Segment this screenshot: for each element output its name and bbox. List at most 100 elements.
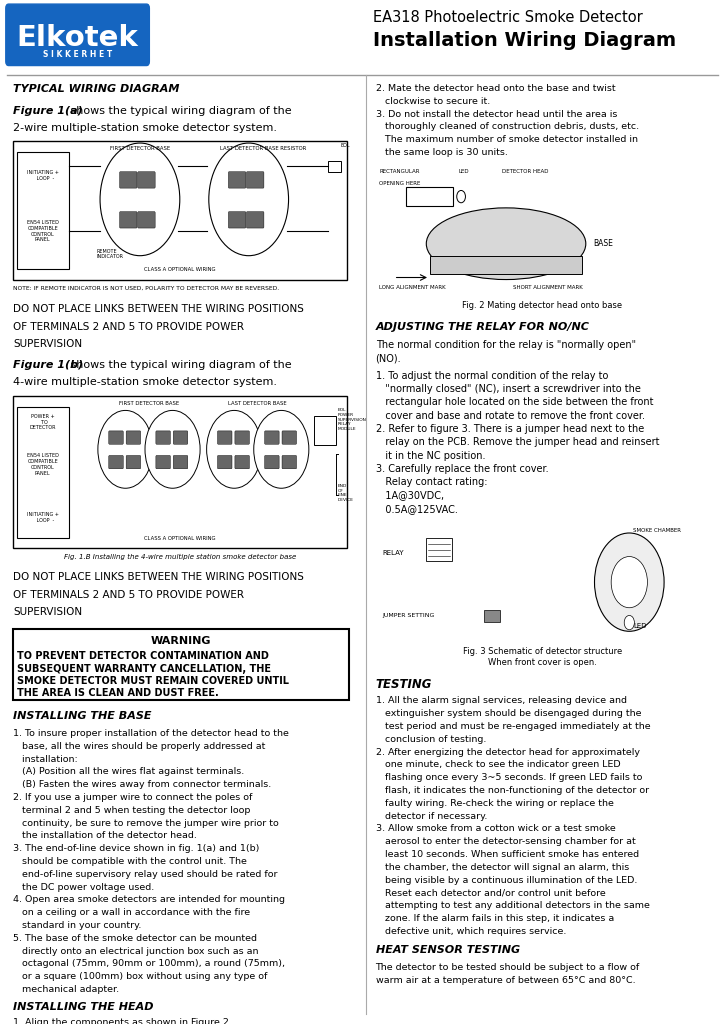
Text: TYPICAL WIRING DIAGRAM: TYPICAL WIRING DIAGRAM: [13, 84, 180, 94]
Bar: [17, 152, 69, 269]
Text: the DC power voltage used.: the DC power voltage used.: [13, 883, 154, 892]
Text: (NO).: (NO).: [376, 353, 401, 364]
Text: NOTE: IF REMOTE INDICATOR IS NOT USED, POLARITY TO DETECTOR MAY BE REVERSED.: NOTE: IF REMOTE INDICATOR IS NOT USED, P…: [13, 286, 279, 291]
Text: POWER +
  TO
DETECTOR: POWER + TO DETECTOR: [30, 414, 56, 430]
Text: 2. Refer to figure 3. There is a jumper head next to the: 2. Refer to figure 3. There is a jumper …: [376, 424, 644, 434]
Bar: [17, 407, 69, 538]
Text: one minute, check to see the indicator green LED: one minute, check to see the indicator g…: [376, 760, 620, 769]
Text: FIRST DETECTOR BASE: FIRST DETECTOR BASE: [119, 401, 178, 407]
Text: 2. Mate the detector head onto the base and twist: 2. Mate the detector head onto the base …: [376, 84, 616, 93]
FancyBboxPatch shape: [173, 456, 188, 469]
Text: INITIATING +
   LOOP  -: INITIATING + LOOP -: [27, 170, 59, 181]
Circle shape: [98, 411, 153, 488]
Text: RECTANGULAR: RECTANGULAR: [379, 169, 420, 174]
Text: LAST DETECTOR BASE: LAST DETECTOR BASE: [228, 401, 286, 407]
FancyBboxPatch shape: [173, 431, 188, 444]
Text: OF TERMINALS 2 AND 5 TO PROVIDE POWER: OF TERMINALS 2 AND 5 TO PROVIDE POWER: [13, 322, 244, 332]
Text: test period and must be re-engaged immediately at the: test period and must be re-engaged immed…: [376, 722, 650, 731]
FancyBboxPatch shape: [282, 431, 297, 444]
Text: octagonal (75mm, 90mm or 100mm), a round (75mm),: octagonal (75mm, 90mm or 100mm), a round…: [13, 959, 285, 969]
Text: OPENING HERE: OPENING HERE: [379, 181, 420, 186]
Circle shape: [594, 532, 664, 631]
Text: "normally closed" (NC), insert a screwdriver into the: "normally closed" (NC), insert a screwdr…: [376, 384, 640, 394]
Text: INSTALLING THE HEAD: INSTALLING THE HEAD: [13, 1002, 154, 1012]
FancyBboxPatch shape: [120, 212, 137, 228]
Text: defective unit, which requires service.: defective unit, which requires service.: [376, 927, 566, 936]
Text: or a square (100mm) box without using any type of: or a square (100mm) box without using an…: [13, 973, 268, 981]
Text: SUPERVISION: SUPERVISION: [13, 339, 82, 349]
Text: extinguisher system should be disengaged during the: extinguisher system should be disengaged…: [376, 709, 641, 718]
Text: 3. Do not install the detector head until the area is: 3. Do not install the detector head unti…: [376, 110, 617, 119]
Text: directly onto an electrical junction box such as an: directly onto an electrical junction box…: [13, 947, 259, 955]
Text: detector if necessary.: detector if necessary.: [376, 811, 487, 820]
Text: 3. Carefully replace the front cover.: 3. Carefully replace the front cover.: [376, 464, 548, 474]
Text: LED: LED: [459, 169, 470, 174]
FancyBboxPatch shape: [126, 431, 141, 444]
FancyBboxPatch shape: [6, 4, 149, 66]
Text: the same loop is 30 units.: the same loop is 30 units.: [376, 147, 508, 157]
Bar: [430, 256, 582, 274]
Text: LED: LED: [633, 623, 647, 629]
Text: JUMPER SETTING: JUMPER SETTING: [383, 612, 435, 617]
Text: standard in your country.: standard in your country.: [13, 922, 141, 930]
Text: 1A@30VDC,: 1A@30VDC,: [376, 490, 444, 501]
FancyBboxPatch shape: [109, 456, 123, 469]
Text: SMOKE CHAMBER: SMOKE CHAMBER: [633, 528, 681, 534]
Text: aerosol to enter the detector-sensing chamber for at: aerosol to enter the detector-sensing ch…: [376, 838, 635, 846]
Circle shape: [611, 556, 647, 607]
Text: 2. If you use a jumper wire to connect the poles of: 2. If you use a jumper wire to connect t…: [13, 794, 252, 802]
Text: FIRST DETECTOR BASE: FIRST DETECTOR BASE: [110, 146, 170, 152]
Text: EOL
POWER
SUPERVISION
RELAY
MODULE: EOL POWER SUPERVISION RELAY MODULE: [338, 409, 367, 431]
Text: WARNING: WARNING: [151, 636, 212, 646]
Text: LONG ALIGNMENT MARK: LONG ALIGNMENT MARK: [379, 285, 446, 290]
Text: Elkotek: Elkotek: [17, 24, 138, 52]
Text: base, all the wires should be properly addressed at: base, all the wires should be properly a…: [13, 742, 265, 751]
Text: INITIATING +
   LOOP  -: INITIATING + LOOP -: [27, 512, 59, 523]
Text: faulty wiring. Re-check the wiring or replace the: faulty wiring. Re-check the wiring or re…: [376, 799, 613, 808]
Bar: [314, 416, 336, 444]
Text: (B) Fasten the wires away from connector terminals.: (B) Fasten the wires away from connector…: [13, 780, 271, 790]
Text: THE AREA IS CLEAN AND DUST FREE.: THE AREA IS CLEAN AND DUST FREE.: [17, 688, 219, 698]
FancyBboxPatch shape: [126, 456, 141, 469]
Text: 4. Open area smoke detectors are intended for mounting: 4. Open area smoke detectors are intende…: [13, 896, 285, 904]
Text: RELAY: RELAY: [383, 550, 405, 556]
Text: DO NOT PLACE LINKS BETWEEN THE WIRING POSITIONS: DO NOT PLACE LINKS BETWEEN THE WIRING PO…: [13, 304, 304, 314]
Text: 0.5A@125VAC.: 0.5A@125VAC.: [376, 504, 457, 514]
Text: rectangular hole located on the side between the front: rectangular hole located on the side bet…: [376, 397, 653, 408]
FancyBboxPatch shape: [218, 456, 232, 469]
FancyBboxPatch shape: [265, 456, 279, 469]
Circle shape: [145, 411, 200, 488]
Text: 1. To insure proper installation of the detector head to the: 1. To insure proper installation of the …: [13, 729, 289, 738]
Text: EN54 LISTED
COMPATIBLE
CONTROL
PANEL: EN54 LISTED COMPATIBLE CONTROL PANEL: [27, 220, 59, 243]
Bar: [328, 162, 341, 172]
Circle shape: [624, 615, 634, 630]
FancyBboxPatch shape: [228, 172, 246, 188]
Text: Fig. 2 Mating detector head onto base: Fig. 2 Mating detector head onto base: [463, 301, 622, 310]
Text: The detector to be tested should be subject to a flow of: The detector to be tested should be subj…: [376, 964, 639, 972]
Text: Relay contact rating:: Relay contact rating:: [376, 477, 487, 487]
Text: 4-wire multiple-station smoke detector system.: 4-wire multiple-station smoke detector s…: [13, 377, 277, 387]
FancyBboxPatch shape: [138, 212, 155, 228]
Text: 1. Align the components as shown in Figure 2.: 1. Align the components as shown in Figu…: [13, 1019, 232, 1024]
Text: continuity, be sure to remove the jumper wire prior to: continuity, be sure to remove the jumper…: [13, 819, 279, 827]
Bar: [426, 539, 452, 561]
Text: 3. The end-of-line device shown in fig. 1(a) and 1(b): 3. The end-of-line device shown in fig. …: [13, 845, 260, 853]
Text: should be compatible with the control unit. The: should be compatible with the control un…: [13, 857, 247, 866]
Circle shape: [207, 411, 262, 488]
Text: Fig. 1.B Installing the 4-wire multiple station smoke detector base: Fig. 1.B Installing the 4-wire multiple …: [64, 554, 296, 560]
Text: Reset each detector and/or control unit before: Reset each detector and/or control unit …: [376, 889, 605, 897]
Text: relay on the PCB. Remove the jumper head and reinsert: relay on the PCB. Remove the jumper head…: [376, 437, 659, 447]
Text: terminal 2 and 5 when testing the detector loop: terminal 2 and 5 when testing the detect…: [13, 806, 250, 815]
Text: attempting to test any additional detectors in the same: attempting to test any additional detect…: [376, 901, 650, 910]
FancyBboxPatch shape: [247, 212, 264, 228]
Bar: [13, 629, 349, 700]
FancyBboxPatch shape: [247, 172, 264, 188]
Text: SUBSEQUENT WARRANTY CANCELLATION, THE: SUBSEQUENT WARRANTY CANCELLATION, THE: [17, 664, 271, 674]
FancyBboxPatch shape: [109, 431, 123, 444]
Ellipse shape: [426, 208, 586, 280]
Text: BASE: BASE: [593, 240, 613, 248]
Text: warm air at a temperature of between 65°C and 80°C.: warm air at a temperature of between 65°…: [376, 976, 635, 985]
Text: mechanical adapter.: mechanical adapter.: [13, 985, 119, 994]
Text: thoroughly cleaned of construction debris, dusts, etc.: thoroughly cleaned of construction debri…: [376, 122, 639, 131]
Bar: [484, 610, 500, 623]
